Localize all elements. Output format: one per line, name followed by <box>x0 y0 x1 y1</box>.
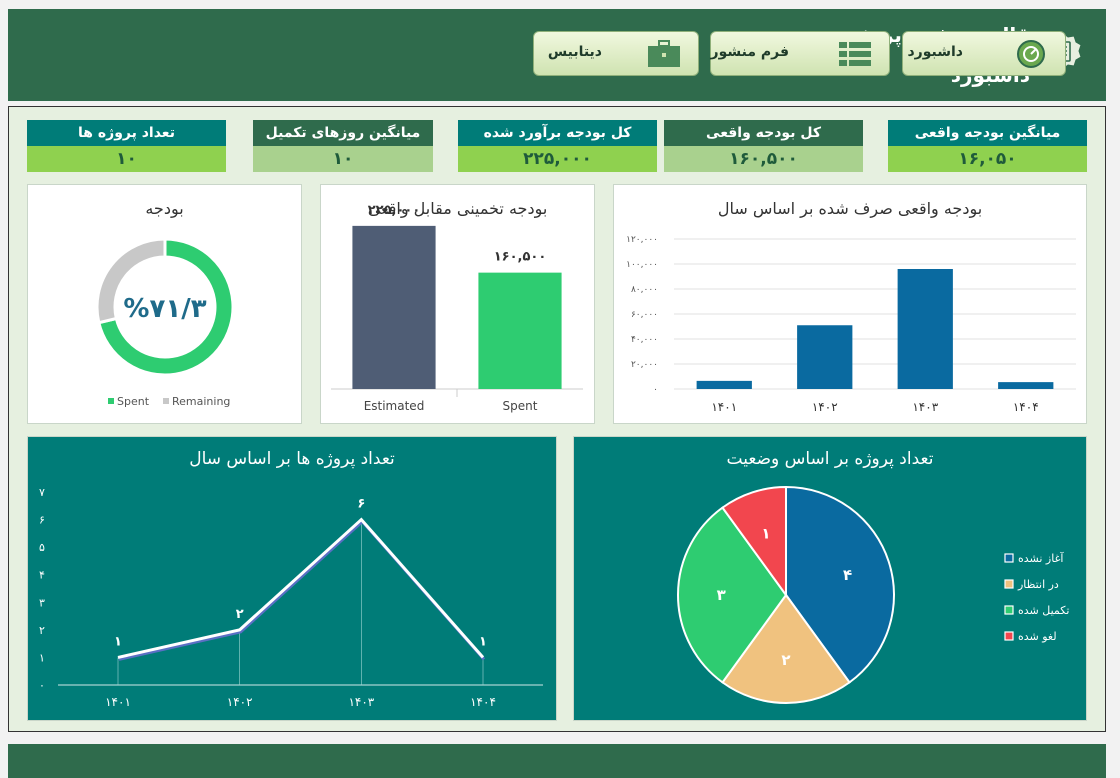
legend-label: Spent <box>117 395 150 408</box>
series-line <box>117 517 485 659</box>
y-tick-label: ۸۰,۰۰۰ <box>631 285 658 295</box>
kpi-value: ۱۰ <box>27 146 226 172</box>
legend-label: Remaining <box>172 395 230 408</box>
chart-actual-budget-by-year: بودجه واقعی صرف شده بر اساس سال ۰ ۲۰,۰۰۰ ۴… <box>613 184 1087 424</box>
legend-swatch <box>1004 631 1014 641</box>
kpi-value: ۱۶,۰۵۰ <box>888 146 1087 172</box>
legend-swatch <box>163 398 169 404</box>
chart-title: تعداد پروژه ها بر اساس سال <box>189 449 395 469</box>
data-label: ۱۶۰,۵۰۰ <box>494 250 547 265</box>
data-label: ۲ <box>236 607 244 622</box>
bar <box>797 325 853 389</box>
kpi-total-actual-budget: کل بودجه واقعی ۱۶۰,۵۰۰ <box>664 120 863 172</box>
y-tick-label: ۴۰,۰۰۰ <box>631 335 658 345</box>
speedometer-icon <box>1017 40 1045 68</box>
kpi-label: کل بودجه برآورد شده <box>458 120 657 146</box>
kpi-label: میانگین روزهای تکمیل <box>253 120 433 146</box>
chart-projects-by-year: تعداد پروژه ها بر اساس سال ۰ ۱ ۲ ۳ ۴ ۵ ۶ ۷ ۱ ۱۴۰۱… <box>27 436 557 721</box>
bar <box>478 272 562 389</box>
x-tick-label: ۱۴۰۳ <box>348 695 374 709</box>
kpi-label: کل بودجه واقعی <box>664 120 863 146</box>
charter-form-button-label: فرم منشور <box>710 44 789 60</box>
y-tick-label: ۷ <box>39 486 45 499</box>
kpi-label: تعداد پروژه ها <box>27 120 226 146</box>
y-tick-label: ۱ <box>39 651 45 664</box>
x-tick-label: ۱۴۰۴ <box>470 695 496 709</box>
y-tick-label: ۰ <box>39 679 45 692</box>
pie-slice <box>677 506 788 684</box>
y-tick-label: ۶ <box>39 514 45 527</box>
x-tick-label: ۱۴۰۲ <box>812 400 838 414</box>
legend-label: لغو شده <box>1018 630 1057 643</box>
database-button-label: دیتابیس <box>547 44 602 60</box>
y-tick-label: ۳ <box>39 596 45 609</box>
donut-slice <box>95 237 167 325</box>
x-tick-label: ۱۴۰۱ <box>711 400 737 414</box>
pie-slice <box>721 593 851 704</box>
dashboard-button-label: داشبورد <box>907 44 964 60</box>
chart-title: بودجه تخمینی مقابل واقعی <box>367 199 548 218</box>
kpi-value: ۱۶۰,۵۰۰ <box>664 146 863 172</box>
x-tick-label: Estimated <box>364 399 425 413</box>
briefcase-icon <box>648 40 680 67</box>
legend-label: در انتظار <box>1017 578 1059 591</box>
legend-swatch <box>1004 605 1014 615</box>
chart-title: تعداد پروژه بر اساس وضعیت <box>726 449 934 469</box>
data-label: ۳ <box>717 586 726 604</box>
x-tick-label: ۱۴۰۲ <box>227 695 253 709</box>
x-tick-label: Spent <box>503 399 538 413</box>
bar <box>998 382 1054 389</box>
x-tick-label: ۱۴۰۱ <box>105 695 131 709</box>
kpi-avg-actual-budget: میانگین بودجه واقعی ۱۶,۰۵۰ <box>888 120 1087 172</box>
database-button[interactable]: دیتابیس <box>533 31 699 76</box>
kpi-avg-completion-days: میانگین روزهای تکمیل ۱۰ <box>253 120 433 172</box>
legend-label: آغاز نشده <box>1018 551 1064 565</box>
bar <box>897 269 953 389</box>
donut-slice <box>97 237 235 377</box>
kpi-project-count: تعداد پروژه ها ۱۰ <box>27 120 226 172</box>
legend-swatch <box>1004 553 1014 563</box>
data-label: ۴ <box>843 566 852 584</box>
x-tick-label: ۱۴۰۳ <box>912 400 938 414</box>
chart-estimated-vs-actual: بودجه تخمینی مقابل واقعی ۲۲۵,۰۰۰ Estimate… <box>320 184 595 424</box>
data-label: ۱ <box>479 634 487 649</box>
list-icon <box>839 42 871 66</box>
legend-swatch <box>1004 579 1014 589</box>
data-label: ۶ <box>357 497 365 512</box>
data-label: ۲۲۵,۰۰۰ <box>368 203 421 218</box>
y-tick-label: ۱۲۰,۰۰۰ <box>626 235 658 245</box>
y-tick-label: ۴ <box>39 569 45 582</box>
chart-title: بودجه <box>145 199 184 218</box>
pie-slice <box>721 485 787 599</box>
kpi-label: میانگین بودجه واقعی <box>888 120 1087 146</box>
series-shadow-line <box>118 519 486 661</box>
charter-form-button[interactable]: فرم منشور <box>710 31 890 76</box>
kpi-total-estimated-budget: کل بودجه برآورد شده ۲۲۵,۰۰۰ <box>458 120 657 172</box>
y-tick-label: ۲ <box>39 624 45 637</box>
data-label: ۲ <box>781 651 790 669</box>
y-tick-label: ۵ <box>39 541 45 554</box>
y-tick-label: ۱۰۰,۰۰۰ <box>626 260 658 270</box>
header-bar: قالب منشور پروژه داشبورد داشبورد فرم منش… <box>8 9 1106 101</box>
x-tick-label: ۱۴۰۴ <box>1013 400 1039 414</box>
bar <box>352 225 436 389</box>
kpi-value: ۱۰ <box>253 146 433 172</box>
chart-projects-by-status: تعداد پروژه بر اساس وضعیت ۴ ۲ ۳ ۱ آغاز نشده د… <box>573 436 1087 721</box>
data-label: ۱ <box>114 634 122 649</box>
data-label: ۱ <box>761 524 770 542</box>
donut-center-label: %۷۱/۳ <box>123 294 206 324</box>
pie-slice <box>785 485 895 684</box>
dashboard-main: میانگین بودجه واقعی ۱۶,۰۵۰ کل بودجه واقع… <box>8 106 1106 732</box>
bar <box>696 380 752 389</box>
y-tick-label: ۰ <box>653 385 658 395</box>
y-tick-label: ۶۰,۰۰۰ <box>631 310 658 320</box>
dashboard-button[interactable]: داشبورد <box>902 31 1066 76</box>
chart-title: بودجه واقعی صرف شده بر اساس سال <box>717 199 983 218</box>
y-tick-label: ۲۰,۰۰۰ <box>631 360 658 370</box>
legend-swatch <box>108 398 114 404</box>
footer-bar <box>8 744 1106 778</box>
kpi-value: ۲۲۵,۰۰۰ <box>458 146 657 172</box>
chart-budget-donut: بودجه %۷۱/۳ Spent Remaining <box>27 184 302 424</box>
legend-label: تکمیل شده <box>1018 604 1069 617</box>
